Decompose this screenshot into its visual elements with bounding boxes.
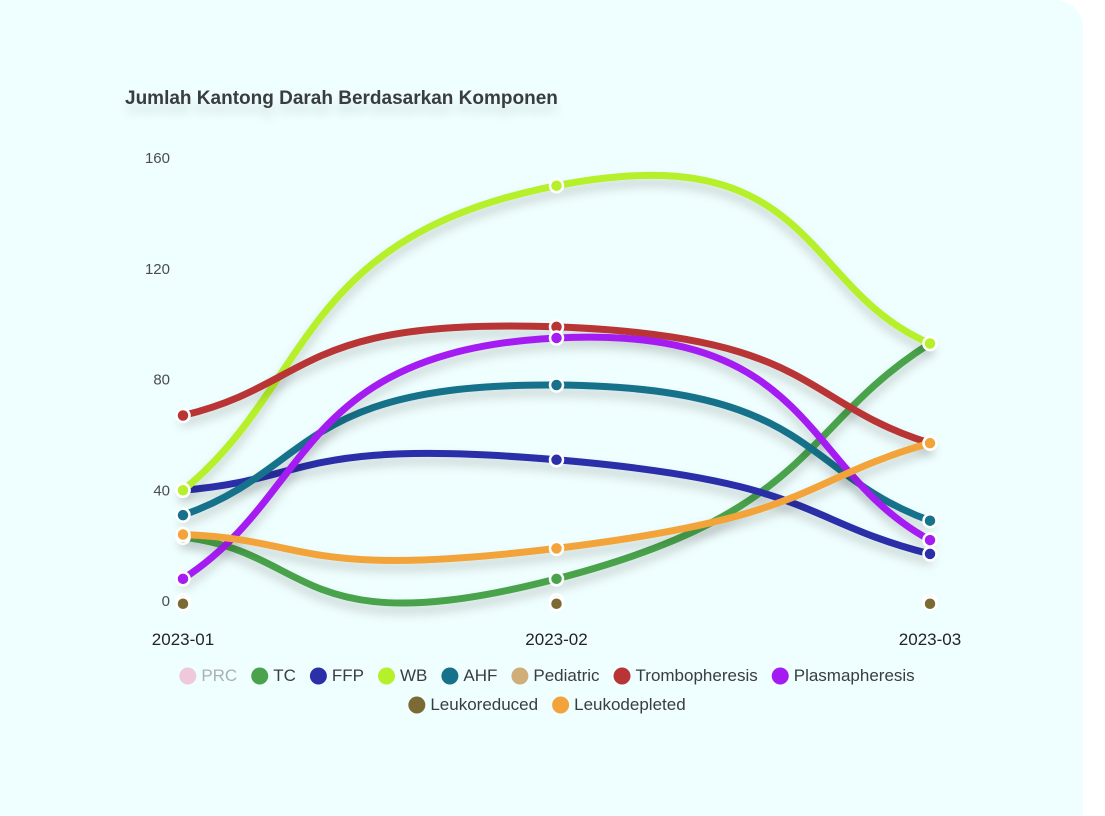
legend-marker-wb [378,667,395,685]
y-tick-label: 120 [145,261,170,278]
series-line-ffp [179,449,934,558]
legend-item-trombopheresis[interactable]: Trombopheresis [613,666,758,685]
legend-item-ahf[interactable]: AHF [441,666,497,685]
legend-marker-leukoreduced [408,696,426,714]
legend-label-pediatric: Pediatric [533,666,600,685]
data-point-wb[interactable] [922,335,938,352]
data-point-leukodepleted[interactable] [922,435,938,451]
legend: PRC TC FFP WB AHF Pediatric Trombopheresis Plas… [179,666,915,714]
legend-item-leukoreduced[interactable]: Leukoreduced [408,695,538,714]
legend-marker-plasmapheresis [771,667,789,685]
data-point-leukodepleted[interactable] [548,540,565,557]
legend-item-pediatric[interactable]: Pediatric [511,666,600,685]
legend-label-ahf: AHF [463,666,497,685]
data-point-ahf[interactable] [175,507,191,523]
legend-marker-leukodepleted [552,696,570,714]
data-point-wb[interactable] [548,177,565,194]
legend-label-tc: TC [273,666,296,685]
legend-label-trombopheresis: Trombopheresis [636,666,758,685]
data-point-leukoreduced[interactable] [548,596,565,612]
legend-label-leukodepleted: Leukodepleted [574,695,686,714]
legend-item-ffp[interactable]: FFP [309,666,364,685]
y-tick-label: 160 [145,150,170,167]
data-point-ffp[interactable] [548,452,565,468]
legend-marker-ffp [309,667,327,685]
x-tick-label: 2023-02 [525,630,587,649]
legend-item-wb[interactable]: WB [378,666,427,685]
data-point-plasmapheresis[interactable] [922,532,938,548]
data-point-wb[interactable] [175,482,191,498]
legend-item-prc[interactable]: PRC [179,666,237,685]
data-point-trombopheresis[interactable] [175,407,191,424]
data-point-tc[interactable] [548,571,565,587]
data-point-ahf[interactable] [548,377,565,393]
data-point-leukodepleted[interactable] [175,526,191,543]
legend-marker-prc [179,667,197,685]
legend-marker-pediatric [511,667,529,685]
legend-marker-tc [251,667,269,685]
legend-marker-ahf [441,667,459,685]
legend-item-tc[interactable]: TC [251,666,296,685]
x-tick-label: 2023-01 [152,630,214,649]
legend-marker-trombopheresis [613,667,631,685]
legend-label-leukoreduced: Leukoreduced [430,695,538,714]
data-point-plasmapheresis[interactable] [175,571,191,587]
legend-item-plasmapheresis[interactable]: Plasmapheresis [771,666,915,685]
data-point-ffp[interactable] [922,546,938,562]
y-axis: 0 40 80 120 160 [145,150,170,610]
data-point-plasmapheresis[interactable] [548,330,565,346]
y-tick-label: 80 [153,372,170,389]
y-tick-label: 40 [153,482,170,499]
data-point-leukoreduced[interactable] [922,596,938,612]
legend-label-plasmapheresis: Plasmapheresis [794,666,915,685]
legend-label-wb: WB [400,666,427,685]
chart-title: Jumlah Kantong Darah Berdasarkan Kompone… [125,88,558,109]
legend-label-ffp: FFP [332,666,364,685]
series-points [175,177,938,612]
y-tick-label: 0 [162,593,170,610]
x-axis: 2023-01 2023-02 2023-03 [152,630,961,649]
legend-item-leukodepleted[interactable]: Leukodepleted [552,695,686,714]
legend-label-prc: PRC [201,666,237,685]
data-point-ahf[interactable] [922,512,938,529]
data-point-leukoreduced[interactable] [175,596,191,612]
x-tick-label: 2023-03 [899,630,961,649]
